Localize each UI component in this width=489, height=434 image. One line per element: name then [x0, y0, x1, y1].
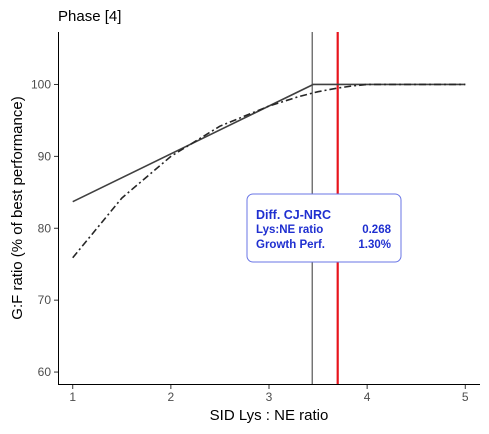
y-tick-label: 80 [38, 221, 52, 235]
y-tick-label: 100 [31, 77, 51, 91]
x-tick-label: 2 [168, 390, 175, 404]
annotation-row-2-value: 1.30% [358, 239, 391, 251]
annotation-row-1-label: Lys:NE ratio [256, 224, 323, 236]
y-axis-ticks: 60 70 80 90 100 [31, 77, 58, 379]
x-tick-label: 1 [69, 390, 76, 404]
series-line-2 [72, 83, 466, 259]
y-tick-label: 70 [38, 293, 52, 307]
annotation-row-2-label: Growth Perf. [256, 239, 325, 251]
x-axis-title: SID Lys : NE ratio [210, 407, 329, 424]
y-tick-label: 60 [38, 365, 52, 379]
annotation-background [246, 193, 402, 263]
x-tick-label: 5 [462, 390, 469, 404]
x-tick-label: 3 [266, 390, 273, 404]
annotation-box: Diff. CJ-NRC Lys:NE ratio 0.268 Growth P… [246, 193, 402, 263]
series-line-1 [72, 83, 466, 203]
x-tick-label: 4 [364, 390, 371, 404]
y-axis-title: G:F ratio (% of best performance) [9, 96, 26, 319]
annotation-title: Diff. CJ-NRC [256, 208, 331, 222]
y-tick-label: 90 [38, 149, 52, 163]
x-axis-ticks: 1 2 3 4 5 [69, 385, 469, 404]
chart-title: Phase [4] [58, 8, 121, 25]
series-lines [72, 83, 466, 259]
annotation-row-1-value: 0.268 [362, 224, 391, 236]
